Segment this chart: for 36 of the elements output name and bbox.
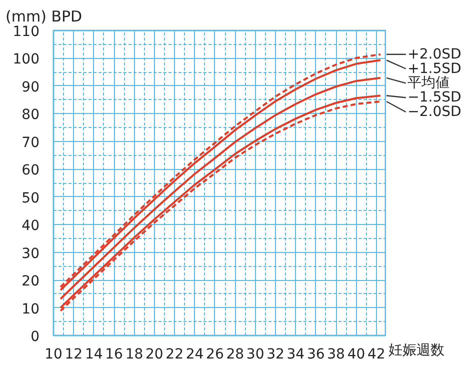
x-tick-label: 16 xyxy=(105,346,124,362)
x-tick-label: 22 xyxy=(166,346,184,362)
y-tick-label: 10 xyxy=(22,301,40,318)
x-tick-label: 30 xyxy=(246,346,264,362)
y-tick-label: 20 xyxy=(22,274,40,290)
y-tick-label: 100 xyxy=(12,52,40,68)
series-label: −2.0SD xyxy=(408,104,462,120)
y-tick-label: 40 xyxy=(22,218,40,234)
x-tick-label: 14 xyxy=(84,346,103,362)
x-tick-label: 36 xyxy=(306,346,325,362)
y-axis-title: (mm) BPD xyxy=(6,8,82,26)
x-tick-label: 24 xyxy=(186,346,204,362)
y-tick-label: 80 xyxy=(22,107,40,124)
y-tick-label: 30 xyxy=(22,246,40,262)
x-tick-label: 20 xyxy=(146,346,164,362)
x-tick-label: 28 xyxy=(226,346,244,362)
y-tick-label: 50 xyxy=(22,190,40,206)
x-tick-label: 40 xyxy=(347,346,366,362)
y-tick-label: 90 xyxy=(22,79,40,96)
x-tick-label: 34 xyxy=(286,346,305,362)
x-axis-title: 妊娠週数 xyxy=(388,342,444,358)
series-label: −1.5SD xyxy=(408,90,462,106)
x-tick-label: 26 xyxy=(206,346,224,362)
y-tick-label: 110 xyxy=(12,24,40,40)
y-tick-label: 70 xyxy=(22,134,40,151)
x-tick-label: 32 xyxy=(266,346,284,362)
x-tick-label: 42 xyxy=(368,346,386,362)
x-tick-label: 18 xyxy=(125,346,144,362)
y-tick-label: 60 xyxy=(22,162,40,179)
series-label: +2.0SD xyxy=(408,46,462,62)
series-label: +1.5SD xyxy=(408,60,462,77)
x-tick-label: 10 xyxy=(44,346,62,362)
x-tick-label: 12 xyxy=(64,346,83,362)
y-tick-label: 0 xyxy=(30,329,40,345)
series-label: 平均値 xyxy=(408,75,450,92)
x-tick-label: 38 xyxy=(327,346,345,362)
